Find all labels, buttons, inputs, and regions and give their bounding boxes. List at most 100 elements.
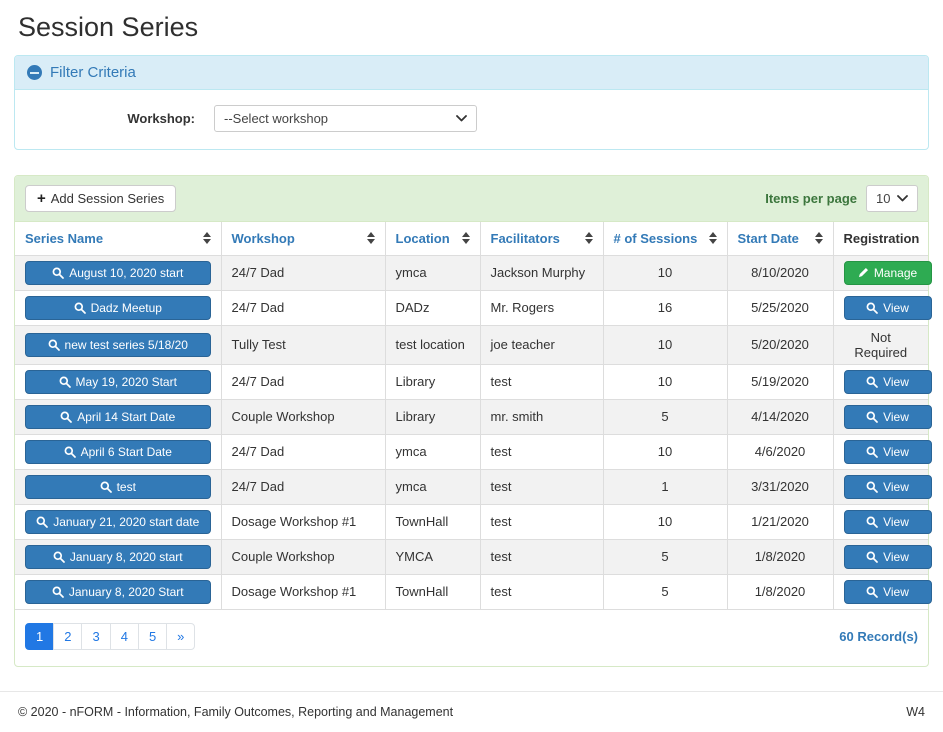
search-icon bbox=[866, 586, 878, 598]
pagination-next-button[interactable]: » bbox=[166, 622, 196, 650]
series-name-button[interactable]: April 6 Start Date bbox=[25, 439, 211, 464]
registration-cell: View bbox=[833, 364, 932, 399]
session-series-page: Session Series Filter Criteria Workshop:… bbox=[14, 12, 932, 667]
registration-cell: View bbox=[833, 290, 932, 325]
manage-registration-button[interactable]: Manage bbox=[843, 260, 932, 285]
items-per-page: Items per page 10 bbox=[765, 185, 918, 212]
table-row: new test series 5/18/20 Tully Test test lo… bbox=[15, 325, 928, 364]
view-registration-button[interactable]: View bbox=[843, 369, 932, 394]
start-date-cell: 5/20/2020 bbox=[727, 325, 834, 364]
view-registration-button[interactable]: View bbox=[843, 509, 932, 534]
view-registration-button[interactable]: View bbox=[843, 579, 932, 604]
column-header--of-sessions[interactable]: # of Sessions bbox=[603, 222, 728, 255]
registration-button-label: View bbox=[883, 374, 909, 389]
view-registration-button[interactable]: View bbox=[843, 295, 932, 320]
series-name-button[interactable]: April 14 Start Date bbox=[25, 404, 211, 429]
chevron-down-icon bbox=[456, 115, 467, 122]
column-header-facilitators[interactable]: Facilitators bbox=[480, 222, 604, 255]
workshop-cell: Dosage Workshop #1 bbox=[221, 574, 386, 609]
view-registration-button[interactable]: View bbox=[843, 404, 932, 429]
location-cell: ymca bbox=[385, 255, 481, 290]
facilitators-cell: test bbox=[480, 504, 604, 539]
items-per-page-select[interactable]: 10 bbox=[866, 185, 918, 212]
start-date-cell: 4/14/2020 bbox=[727, 399, 834, 434]
sessions-cell: 10 bbox=[603, 364, 728, 399]
pagination-page-5[interactable]: 5 bbox=[137, 622, 168, 650]
search-icon bbox=[59, 376, 71, 388]
start-date-cell: 1/8/2020 bbox=[727, 574, 834, 609]
session-series-table-panel: + Add Session Series Items per page 10 S… bbox=[14, 175, 932, 667]
registration-button-label: View bbox=[883, 300, 909, 315]
series-name-cell: January 8, 2020 start bbox=[15, 539, 222, 574]
workshop-select-value: --Select workshop bbox=[224, 111, 329, 126]
pagination-page-1[interactable]: 1 bbox=[25, 622, 55, 650]
column-header-label: # of Sessions bbox=[613, 230, 698, 246]
series-name-button[interactable]: new test series 5/18/20 bbox=[25, 332, 211, 357]
series-name-button[interactable]: test bbox=[25, 474, 211, 499]
facilitators-cell: test bbox=[480, 434, 604, 469]
page-title: Session Series bbox=[18, 12, 199, 42]
footer-copyright: © 2020 - nFORM - Information, Family Out… bbox=[18, 704, 454, 719]
series-name-label: May 19, 2020 Start bbox=[75, 374, 177, 389]
search-icon bbox=[53, 551, 65, 563]
series-name-cell: new test series 5/18/20 bbox=[15, 325, 222, 364]
sort-icon[interactable] bbox=[366, 232, 375, 245]
table-row: January 21, 2020 start date Dosage Worksh… bbox=[15, 504, 932, 539]
site-footer: © 2020 - nFORM - Information, Family Out… bbox=[0, 690, 943, 732]
location-cell: test location bbox=[385, 325, 481, 364]
column-header-label: Facilitators bbox=[490, 230, 560, 246]
start-date-cell: 5/25/2020 bbox=[727, 290, 834, 325]
workshop-select[interactable]: --Select workshop bbox=[214, 105, 477, 132]
sort-icon[interactable] bbox=[202, 232, 211, 245]
search-icon bbox=[36, 516, 49, 528]
sort-icon[interactable] bbox=[708, 232, 717, 245]
search-icon bbox=[866, 302, 878, 314]
table-row: test 24/7 Dad ymca test 1 3/31/2020 View bbox=[15, 469, 932, 504]
collapse-minus-icon[interactable] bbox=[27, 65, 42, 80]
series-name-button[interactable]: January 21, 2020 start date bbox=[25, 509, 211, 534]
view-registration-button[interactable]: View bbox=[843, 544, 932, 569]
sort-icon[interactable] bbox=[461, 232, 470, 245]
facilitators-cell: test bbox=[480, 364, 604, 399]
start-date-cell: 8/10/2020 bbox=[727, 255, 834, 290]
registration-button-label: Manage bbox=[873, 265, 918, 280]
filter-criteria-header[interactable]: Filter Criteria bbox=[15, 56, 928, 90]
series-name-cell: January 8, 2020 Start bbox=[15, 574, 222, 609]
workshop-cell: 24/7 Dad bbox=[221, 469, 386, 504]
pagination-page-3[interactable]: 3 bbox=[81, 622, 111, 650]
table-row: April 6 Start Date 24/7 Dad ymca test 10 4/6/… bbox=[15, 434, 932, 469]
sort-icon[interactable] bbox=[584, 232, 593, 245]
pagination-page-2[interactable]: 2 bbox=[53, 622, 83, 650]
column-header-label: Location bbox=[395, 230, 450, 246]
sessions-cell: 10 bbox=[603, 434, 728, 469]
location-cell: TownHall bbox=[385, 504, 481, 539]
column-header-label: Registration bbox=[843, 230, 920, 246]
location-cell: DADz bbox=[385, 290, 481, 325]
column-header-series-name[interactable]: Series Name bbox=[15, 222, 222, 255]
column-header-workshop[interactable]: Workshop bbox=[221, 222, 386, 255]
view-registration-button[interactable]: View bbox=[843, 439, 932, 464]
filter-body: Workshop: --Select workshop bbox=[15, 90, 928, 149]
series-name-button[interactable]: May 19, 2020 Start bbox=[25, 369, 211, 394]
series-name-button[interactable]: Dadz Meetup bbox=[25, 295, 211, 320]
view-registration-button[interactable]: View bbox=[843, 474, 932, 499]
pagination-page-4[interactable]: 4 bbox=[109, 622, 139, 650]
workshop-cell: 24/7 Dad bbox=[221, 290, 386, 325]
filter-criteria-title: Filter Criteria bbox=[50, 64, 136, 81]
series-name-button[interactable]: January 8, 2020 start bbox=[25, 544, 211, 569]
registration-button-label: View bbox=[883, 514, 909, 529]
series-name-label: test bbox=[116, 479, 136, 494]
column-header-start-date[interactable]: Start Date bbox=[727, 222, 834, 255]
column-header-location[interactable]: Location bbox=[385, 222, 481, 255]
sessions-cell: 5 bbox=[603, 539, 728, 574]
series-name-button[interactable]: August 10, 2020 start bbox=[25, 260, 211, 285]
series-name-cell: August 10, 2020 start bbox=[15, 255, 222, 290]
table-footer: 1 2 3 4 5» 60 Record(s) bbox=[15, 610, 928, 666]
sort-icon[interactable] bbox=[814, 232, 823, 245]
session-series-table: Series Name Workshop Location Facilitators #… bbox=[15, 222, 932, 610]
series-name-button[interactable]: January 8, 2020 Start bbox=[25, 579, 211, 604]
series-name-cell: January 21, 2020 start date bbox=[15, 504, 222, 539]
registration-cell: View bbox=[833, 469, 932, 504]
search-icon bbox=[52, 586, 64, 598]
add-session-series-button[interactable]: + Add Session Series bbox=[25, 185, 177, 212]
